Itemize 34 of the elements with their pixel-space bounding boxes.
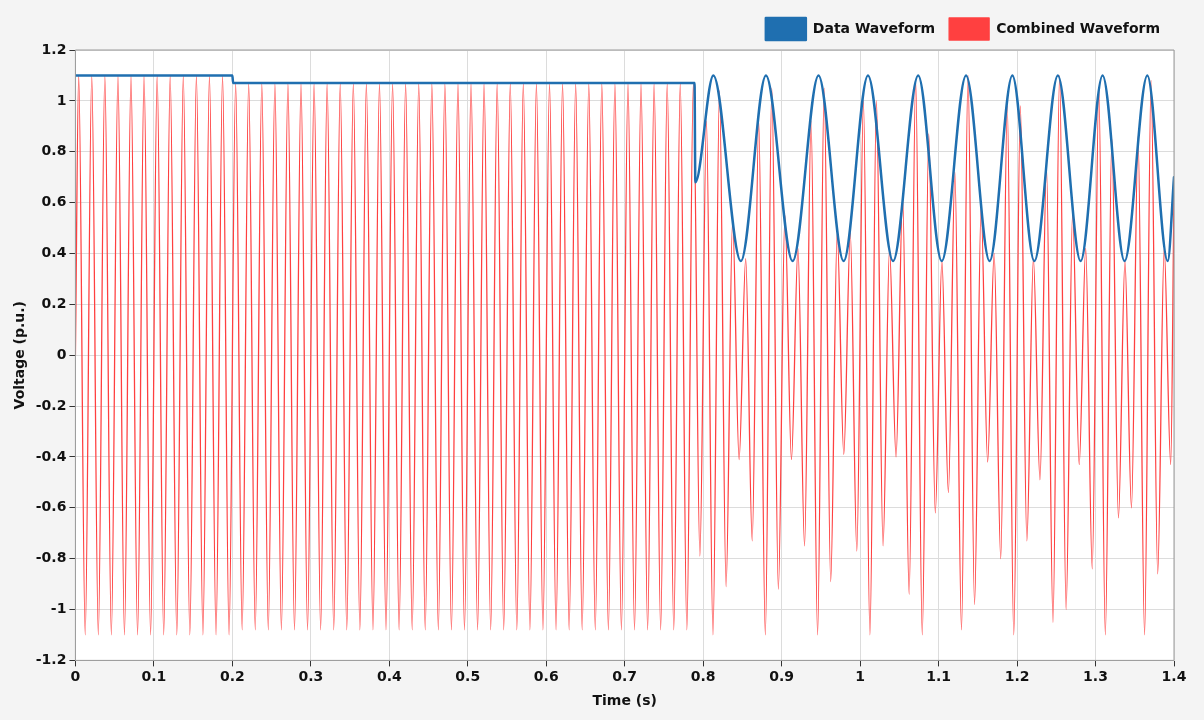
x-tick-label: 1.2 <box>1004 668 1030 685</box>
x-tick-label: 0.5 <box>455 668 481 685</box>
x-tick-label: 0.2 <box>219 668 245 685</box>
y-tick-label: 0.4 <box>41 244 67 261</box>
x-tick-label: 1 <box>855 668 865 685</box>
legend-label: Data Waveform <box>812 19 936 36</box>
y-tick-label: -0.6 <box>35 498 67 515</box>
x-tick-label: 0.9 <box>769 668 795 685</box>
x-tick-label: 0 <box>70 668 81 685</box>
y-tick-label: 1.2 <box>41 40 67 57</box>
x-tick-label: 0.1 <box>141 668 167 685</box>
legend-label: Combined Waveform <box>996 19 1160 36</box>
y-axis-title: Voltage (p.u.) <box>11 300 28 410</box>
y-tick-label: 0 <box>56 345 67 362</box>
x-tick-label: 1.3 <box>1083 668 1108 685</box>
y-tick-label: 0.8 <box>41 142 67 159</box>
y-tick-label: -0.4 <box>35 447 67 464</box>
y-tick-label: -0.2 <box>35 396 67 413</box>
y-tick-label: -1 <box>50 600 67 617</box>
y-tick-label: -0.8 <box>35 549 67 566</box>
x-tick-label: 0.7 <box>612 668 638 685</box>
y-tick-label: -1.2 <box>35 651 67 668</box>
x-tick-label: 0.6 <box>533 668 559 685</box>
x-axis-title: Time (s) <box>592 692 657 709</box>
y-tick-label: 0.6 <box>41 193 67 210</box>
line-series <box>75 74 1174 636</box>
x-tick-label: 1.1 <box>926 668 951 685</box>
y-tick-label: 0.2 <box>41 294 67 311</box>
y-tick-label: 1 <box>56 91 67 108</box>
x-tick-label: 0.4 <box>376 668 402 685</box>
x-tick-label: 0.3 <box>298 668 324 685</box>
x-tick-label: 1.4 <box>1161 668 1187 685</box>
line-series <box>75 74 1174 263</box>
x-tick-label: 0.8 <box>690 668 716 685</box>
